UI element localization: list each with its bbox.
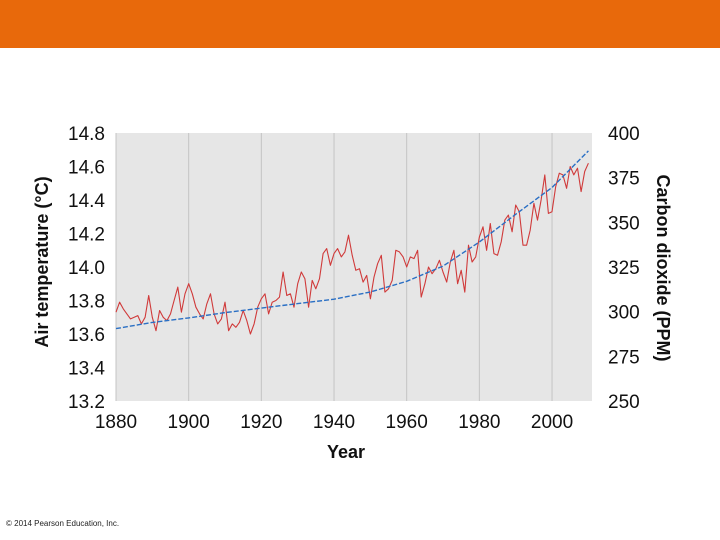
y-tick-label: 14.8 [68,124,105,145]
plot-background [116,133,592,401]
x-tick-label: 1980 [458,412,500,433]
x-tick-label: 1900 [168,412,210,433]
y2-tick-label: 325 [608,258,640,279]
y-tick-label: 13.4 [68,359,105,380]
y-tick-label: 14.2 [68,225,105,246]
y-tick-label: 14.4 [68,191,105,212]
y-axis-right-label: Carbon dioxide (PPM) [653,174,673,361]
copyright-notice: © 2014 Pearson Education, Inc. [6,519,120,528]
y2-tick-label: 300 [608,303,640,324]
y2-tick-label: 400 [608,124,640,145]
y-axis-left-ticks: 14.8 14.6 14.4 14.2 14.0 13.8 13.6 13.4 13.2 [68,124,105,413]
co2-series-line [115,150,589,330]
temperature-series-line [115,162,589,335]
y-tick-label: 13.8 [68,292,105,313]
y-axis-right-ticks: 400 375 350 325 300 275 250 [608,124,640,413]
x-tick-label: 1940 [313,412,355,433]
y2-tick-label: 250 [608,392,640,413]
y2-tick-label: 375 [608,169,640,190]
x-tick-label: 1960 [386,412,428,433]
vertical-gridlines [115,133,553,401]
x-tick-label: 1880 [95,412,137,433]
y-tick-label: 14.0 [68,258,105,279]
x-tick-label: 1920 [240,412,282,433]
y-tick-label: 14.6 [68,158,105,179]
y-axis-left-label: Air temperature (°C) [32,176,52,347]
series-layer [115,150,589,335]
x-tick-label: 2000 [531,412,573,433]
y-tick-label: 13.2 [68,392,105,413]
x-axis-label: Year [327,442,365,462]
y2-tick-label: 350 [608,213,640,234]
y-tick-label: 13.6 [68,325,105,346]
x-axis-ticks: 1880 1900 1920 1940 1960 1980 2000 [95,412,573,433]
y2-tick-label: 275 [608,347,640,368]
header-banner [0,0,720,48]
